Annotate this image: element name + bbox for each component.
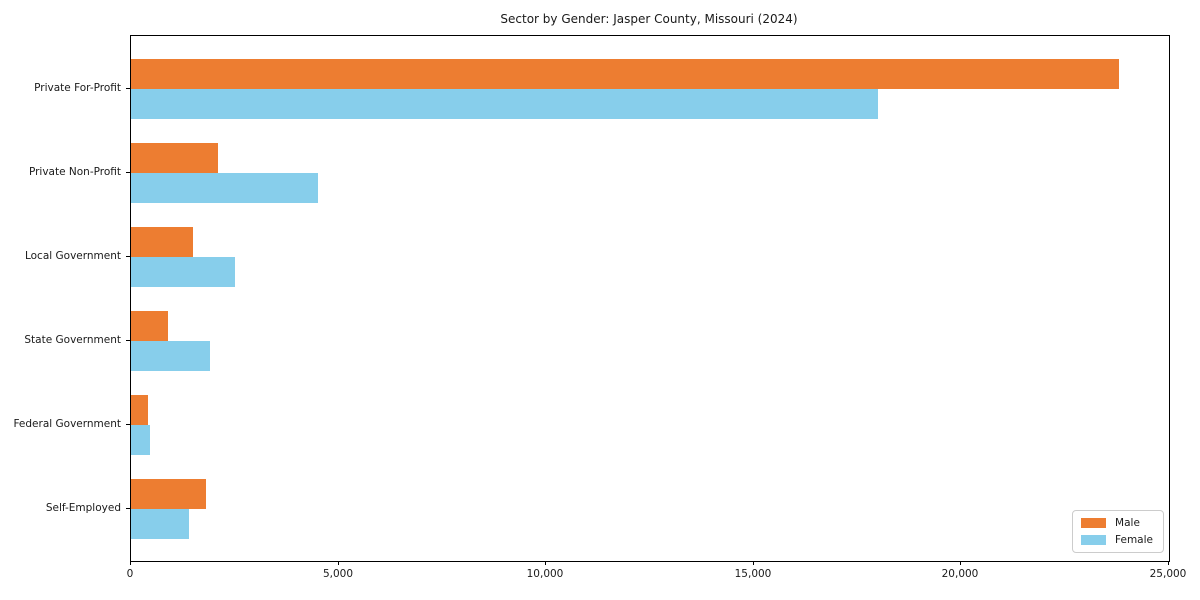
bar-female-private-for-profit <box>131 89 878 119</box>
ytick-label-federal-government: Federal Government <box>13 418 121 430</box>
bar-female-federal-government <box>131 425 150 455</box>
ytick-label-private-non-profit: Private Non-Profit <box>28 166 121 178</box>
legend-label-male: Male <box>1115 517 1140 529</box>
ytick-label-private-for-profit: Private For-Profit <box>34 82 121 94</box>
xtick-label-25-000: 25,000 <box>1149 568 1187 580</box>
xtick-mark-20-000 <box>960 561 961 565</box>
legend-label-female: Female <box>1115 534 1153 546</box>
ytick-mark-private-for-profit <box>126 88 130 89</box>
bar-male-private-for-profit <box>131 59 1119 89</box>
chart-title: Sector by Gender: Jasper County, Missour… <box>500 12 798 26</box>
legend-item-female: Female <box>1081 534 1153 546</box>
xtick-label-0: 0 <box>126 568 134 580</box>
legend-swatch-female <box>1081 535 1107 545</box>
ytick-mark-state-government <box>126 340 130 341</box>
plot-area: Male Female <box>130 35 1170 562</box>
ytick-label-self-employed: Self-Employed <box>45 502 121 514</box>
bar-male-local-government <box>131 227 193 257</box>
xtick-label-20-000: 20,000 <box>941 568 979 580</box>
bar-male-private-non-profit <box>131 143 218 173</box>
xtick-mark-25-000 <box>1168 561 1169 565</box>
ytick-mark-private-non-profit <box>126 172 130 173</box>
legend: Male Female <box>1072 510 1164 553</box>
bar-female-self-employed <box>131 509 189 539</box>
legend-swatch-male <box>1081 518 1107 528</box>
bar-female-private-non-profit <box>131 173 318 203</box>
ytick-label-local-government: Local Government <box>24 250 121 262</box>
bar-female-state-government <box>131 341 210 371</box>
ytick-mark-local-government <box>126 256 130 257</box>
legend-item-male: Male <box>1081 517 1153 529</box>
xtick-mark-15-000 <box>753 561 754 565</box>
bar-male-federal-government <box>131 395 148 425</box>
xtick-mark-5-000 <box>338 561 339 565</box>
xtick-label-5-000: 5,000 <box>322 568 354 580</box>
xtick-mark-0 <box>130 561 131 565</box>
bar-female-local-government <box>131 257 235 287</box>
ytick-label-state-government: State Government <box>24 334 121 346</box>
bar-male-state-government <box>131 311 168 341</box>
xtick-mark-10-000 <box>545 561 546 565</box>
ytick-mark-self-employed <box>126 508 130 509</box>
xtick-label-15-000: 15,000 <box>734 568 772 580</box>
bar-male-self-employed <box>131 479 206 509</box>
ytick-mark-federal-government <box>126 424 130 425</box>
xtick-label-10-000: 10,000 <box>526 568 564 580</box>
